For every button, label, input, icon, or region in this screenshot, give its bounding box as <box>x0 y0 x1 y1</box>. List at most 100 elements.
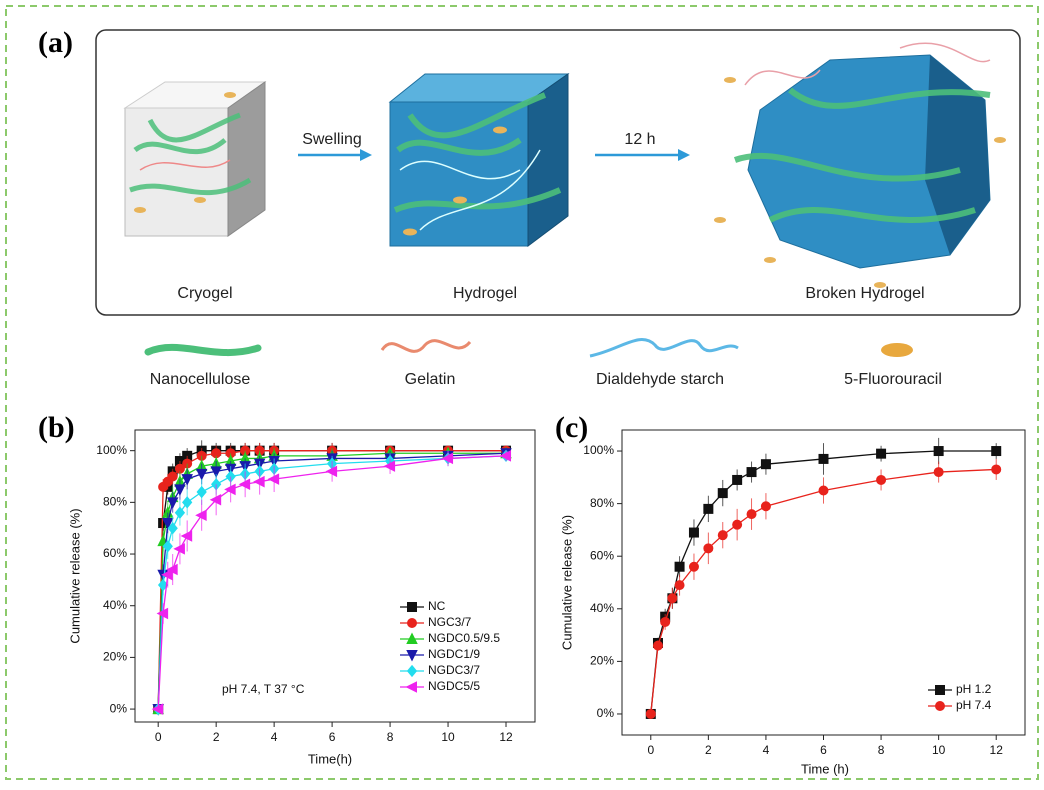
marker <box>703 503 714 514</box>
marker <box>991 446 1002 457</box>
marker <box>717 530 728 541</box>
legend-label: pH 1.2 <box>956 682 992 696</box>
marker <box>818 453 829 464</box>
x-tick-label: 10 <box>441 730 455 744</box>
marker <box>267 473 280 485</box>
y-axis-label: Cumulative release (%) <box>559 515 574 650</box>
figure-border <box>5 5 1039 780</box>
legend-label: NGDC0.5/9.5 <box>428 631 500 645</box>
legend-marker <box>935 685 945 695</box>
y-tick-label: 80% <box>103 495 127 509</box>
panel-label: (a) <box>38 26 73 59</box>
marker <box>667 593 678 604</box>
legend-marker <box>935 701 945 711</box>
legend-marker <box>406 632 418 644</box>
cryogel-cube <box>123 81 267 237</box>
x-tick-label: 6 <box>329 730 336 744</box>
x-tick-label: 2 <box>213 730 220 744</box>
marker <box>167 522 178 535</box>
marker <box>173 543 185 555</box>
legend-label: Dialdehyde starch <box>596 371 724 388</box>
series-line <box>157 452 507 710</box>
stage-label: Broken Hydrogel <box>805 285 924 302</box>
panel-label: (b) <box>38 411 75 444</box>
marker <box>161 518 174 530</box>
marker <box>162 540 173 553</box>
legend-label: NGDC1/9 <box>428 647 480 661</box>
broken-hydrogel <box>714 42 1006 288</box>
marker <box>760 459 771 470</box>
legend-label: NC <box>428 599 446 613</box>
marker <box>238 478 251 491</box>
series-line <box>157 455 507 710</box>
legend-icon <box>589 338 739 358</box>
marker <box>991 464 1002 475</box>
x-axis-label: Time(h) <box>308 751 352 766</box>
marker <box>499 450 512 462</box>
series-line <box>157 452 507 710</box>
diagram-frame <box>95 29 1021 316</box>
plot-frame <box>134 429 536 723</box>
marker <box>441 452 454 465</box>
marker <box>210 466 222 478</box>
y-tick-label: 80% <box>590 496 614 510</box>
marker <box>688 527 699 538</box>
marker <box>660 616 671 627</box>
legend-marker <box>406 664 418 678</box>
x-tick-label: 8 <box>387 730 394 744</box>
marker <box>933 446 944 457</box>
y-tick-label: 20% <box>590 654 614 668</box>
annotation: pH 7.4, T 37 °C <box>222 682 305 696</box>
legend-marker <box>407 618 417 628</box>
legend-marker <box>407 602 417 612</box>
marker <box>746 509 757 520</box>
series-line <box>650 468 997 715</box>
marker <box>383 460 396 472</box>
x-tick-label: 8 <box>878 743 885 757</box>
marker <box>876 474 887 485</box>
y-tick-label: 0% <box>597 706 615 720</box>
marker <box>209 494 222 506</box>
y-tick-label: 40% <box>590 601 614 615</box>
marker <box>674 580 685 591</box>
legend-label: NGDC5/5 <box>428 679 480 693</box>
marker <box>180 530 193 542</box>
marker <box>325 465 338 478</box>
legend-icon <box>881 343 913 357</box>
x-tick-label: 0 <box>647 743 654 757</box>
marker <box>166 563 178 576</box>
x-tick-label: 10 <box>932 743 946 757</box>
legend-label: NGDC3/7 <box>428 663 480 677</box>
marker <box>156 607 169 620</box>
y-tick-label: 100% <box>96 443 127 457</box>
marker <box>196 485 207 499</box>
panel-label: (c) <box>555 411 588 444</box>
marker <box>174 484 186 496</box>
arrow-head <box>678 149 690 161</box>
marker <box>732 519 743 530</box>
marker <box>195 509 207 522</box>
arrow-label: 12 h <box>624 131 655 148</box>
marker <box>182 496 193 509</box>
marker <box>253 475 265 488</box>
arrow-head <box>360 149 372 161</box>
marker <box>746 467 757 478</box>
legend-label: 5-Fluorouracil <box>844 371 942 388</box>
marker <box>717 488 728 499</box>
marker <box>688 561 699 572</box>
marker <box>818 485 829 496</box>
y-tick-label: 40% <box>103 598 127 612</box>
stage-label: Hydrogel <box>453 285 517 302</box>
y-tick-label: 60% <box>590 548 614 562</box>
marker <box>876 448 887 459</box>
hydrogel-cube <box>388 73 570 247</box>
y-tick-label: 60% <box>103 546 127 560</box>
marker <box>732 474 743 485</box>
marker <box>167 471 178 482</box>
marker <box>174 506 186 519</box>
x-tick-label: 12 <box>499 730 513 744</box>
x-tick-label: 4 <box>271 730 278 744</box>
x-tick-label: 12 <box>990 743 1004 757</box>
marker <box>195 468 208 481</box>
marker <box>166 497 179 509</box>
